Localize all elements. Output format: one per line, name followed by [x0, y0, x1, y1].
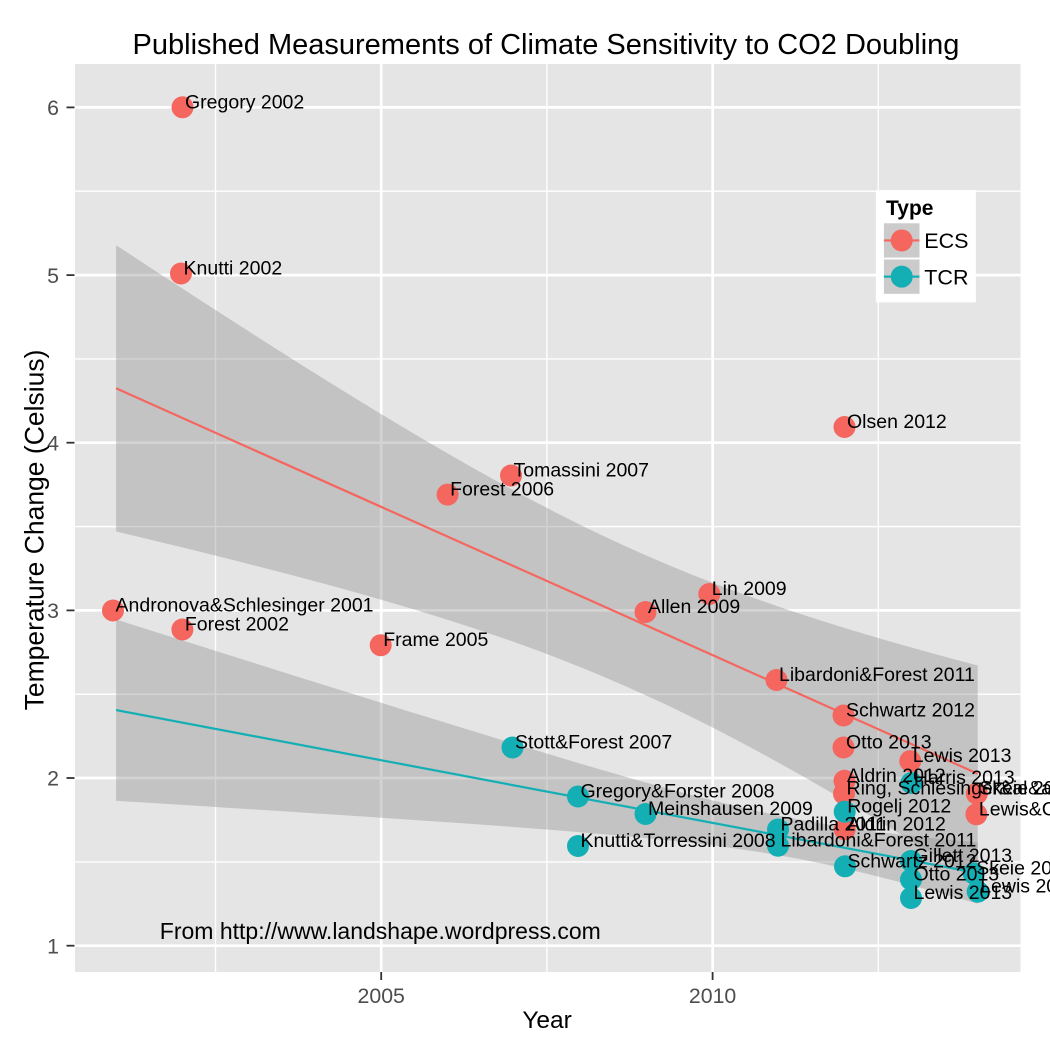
svg-text:Tomassini 2007: Tomassini 2007 — [514, 460, 650, 482]
svg-text:Temperature Change (Celsius): Temperature Change (Celsius) — [20, 350, 50, 711]
svg-text:6: 6 — [47, 96, 59, 120]
svg-text:2: 2 — [47, 767, 59, 791]
svg-text:1: 1 — [47, 934, 59, 958]
svg-text:5: 5 — [47, 264, 59, 288]
svg-text:Lewis&Curry 2014: Lewis&Curry 2014 — [979, 798, 1050, 820]
svg-text:Forest 2002: Forest 2002 — [185, 614, 289, 636]
svg-text:TCR: TCR — [924, 265, 968, 289]
svg-text:Lewis 2013: Lewis 2013 — [980, 876, 1050, 898]
svg-text:Harris 2013: Harris 2013 — [914, 767, 1015, 789]
svg-text:Olsen 2012: Olsen 2012 — [847, 411, 947, 433]
svg-text:2010: 2010 — [689, 984, 737, 1008]
svg-text:Gregory 2002: Gregory 2002 — [185, 91, 304, 113]
svg-text:Libardoni&Forest 2011: Libardoni&Forest 2011 — [779, 664, 975, 686]
svg-text:Stott&Forest 2007: Stott&Forest 2007 — [515, 732, 672, 754]
svg-text:Lewis 2013: Lewis 2013 — [913, 745, 1012, 767]
svg-text:Schwartz 2012: Schwartz 2012 — [846, 700, 975, 722]
svg-text:Forest 2006: Forest 2006 — [450, 479, 554, 501]
svg-text:Rogelj 2012: Rogelj 2012 — [847, 796, 951, 818]
svg-text:Published Measurements of Clim: Published Measurements of Climate Sensit… — [133, 29, 960, 61]
svg-text:Knutti 2002: Knutti 2002 — [184, 258, 283, 280]
svg-text:Knutti&Torressini 2008: Knutti&Torressini 2008 — [581, 830, 776, 852]
svg-text:ECS: ECS — [924, 229, 968, 253]
svg-text:Type: Type — [886, 197, 933, 220]
svg-text:Year: Year — [522, 1007, 572, 1034]
svg-text:From http://www.landshape.word: From http://www.landshape.wordpress.com — [160, 918, 601, 944]
svg-text:2005: 2005 — [358, 984, 405, 1008]
svg-text:Lin 2009: Lin 2009 — [712, 578, 787, 600]
svg-text:Frame 2005: Frame 2005 — [383, 629, 488, 651]
